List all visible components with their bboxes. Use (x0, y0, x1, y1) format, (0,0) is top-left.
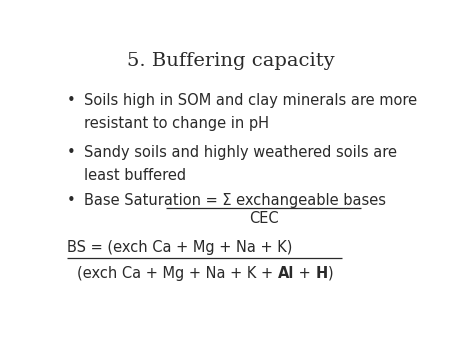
Text: Sandy soils and highly weathered soils are: Sandy soils and highly weathered soils a… (84, 145, 397, 160)
Text: •: • (67, 93, 76, 107)
Text: CEC: CEC (249, 211, 279, 226)
Text: Al: Al (278, 266, 294, 281)
Text: Base Saturation = Σ exchangeable bases: Base Saturation = Σ exchangeable bases (84, 193, 386, 208)
Text: 5. Buffering capacity: 5. Buffering capacity (127, 52, 334, 70)
Text: ): ) (328, 266, 333, 281)
Text: +: + (294, 266, 316, 281)
Text: least buffered: least buffered (84, 168, 186, 183)
Text: H: H (316, 266, 328, 281)
Text: resistant to change in pH: resistant to change in pH (84, 116, 269, 131)
Text: •: • (67, 193, 76, 208)
Text: Soils high in SOM and clay minerals are more: Soils high in SOM and clay minerals are … (84, 93, 417, 107)
Text: •: • (67, 145, 76, 160)
Text: (exch Ca + Mg + Na + K +: (exch Ca + Mg + Na + K + (77, 266, 278, 281)
Text: BS = (exch Ca + Mg + Na + K): BS = (exch Ca + Mg + Na + K) (67, 240, 292, 255)
